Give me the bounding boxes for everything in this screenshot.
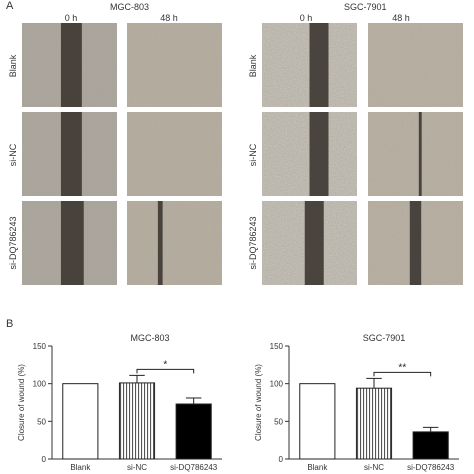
bar bbox=[412, 431, 449, 460]
x-tick-label: Blank bbox=[70, 463, 91, 472]
bar bbox=[299, 383, 336, 460]
x-tick-label: Blank bbox=[307, 463, 328, 472]
row-label-blank: Blank bbox=[8, 54, 18, 78]
micrograph-tile bbox=[262, 201, 357, 285]
micrograph-tile bbox=[127, 23, 222, 107]
chart-title-mgc803: MGC-803 bbox=[130, 333, 170, 343]
y-tick-label: 50 bbox=[274, 417, 283, 426]
micrograph-tile bbox=[262, 23, 357, 107]
x-tick-label: si-NC bbox=[364, 463, 384, 472]
panel-a-cell-line-2: SGC-7901 bbox=[344, 2, 387, 12]
significance-bracket bbox=[136, 368, 195, 374]
row-label-blank: Blank bbox=[248, 54, 258, 78]
micrograph-tile bbox=[127, 112, 222, 196]
panel-a-label: A bbox=[6, 0, 14, 12]
x-tick-label: si-DQ786243 bbox=[407, 463, 455, 472]
wound-gap bbox=[60, 23, 82, 107]
row-label-si-dq786243: si-DQ786243 bbox=[248, 216, 258, 270]
wound-gap bbox=[60, 201, 84, 285]
micrograph-tile bbox=[127, 201, 222, 285]
y-tick-label: 0 bbox=[42, 455, 47, 464]
bar bbox=[118, 382, 156, 460]
bar-chart-mgc803: 0 50 100 150 Closure of wound (%) Blank si-NC s… bbox=[17, 342, 222, 472]
y-axis-label: Closure of wound (%) bbox=[17, 364, 26, 441]
wound-gap bbox=[60, 112, 82, 196]
micrograph-tile bbox=[368, 112, 463, 196]
significance-label: * bbox=[163, 359, 167, 370]
row-label-si-dq786243: si-DQ786243 bbox=[8, 216, 18, 270]
wound-gap bbox=[309, 23, 329, 107]
wound-gap bbox=[157, 201, 163, 285]
timepoint-label: 0 h bbox=[299, 13, 313, 23]
bar bbox=[62, 383, 99, 460]
bar bbox=[355, 387, 393, 460]
panel-a-cell-line-1: MGC-803 bbox=[110, 2, 150, 12]
panel-b-label: B bbox=[6, 318, 14, 330]
x-tick-label: si-DQ786243 bbox=[170, 463, 218, 472]
significance-label: ** bbox=[398, 362, 406, 373]
micrograph-tile bbox=[262, 112, 357, 196]
y-tick-label: 100 bbox=[270, 380, 284, 389]
y-tick-label: 150 bbox=[33, 342, 47, 351]
timepoint-label: 0 h bbox=[64, 13, 78, 23]
micrograph-tile bbox=[368, 23, 463, 107]
y-axis-label: Closure of wound (%) bbox=[254, 364, 263, 441]
wound-gap bbox=[409, 201, 422, 285]
bar-chart-sgc7901: 0 50 100 150 Closure of wound (%) Blank si-NC s… bbox=[254, 342, 459, 472]
micrograph-tile bbox=[22, 201, 117, 285]
y-tick-label: 50 bbox=[37, 417, 46, 426]
y-tick-label: 150 bbox=[270, 342, 284, 351]
row-label-si-nc: si-NC bbox=[248, 143, 258, 167]
y-tick-label: 100 bbox=[33, 380, 47, 389]
timepoint-label: 48 h bbox=[392, 13, 410, 23]
timepoint-label: 48 h bbox=[160, 13, 178, 23]
row-label-si-nc: si-NC bbox=[8, 143, 18, 167]
x-tick-label: si-NC bbox=[127, 463, 147, 472]
micrograph-tile bbox=[22, 112, 117, 196]
bar bbox=[175, 403, 212, 460]
wound-gap bbox=[304, 201, 324, 285]
wound-gap bbox=[418, 112, 422, 196]
micrograph-tile bbox=[22, 23, 117, 107]
y-tick-label: 0 bbox=[279, 455, 284, 464]
significance-bracket bbox=[373, 371, 432, 377]
micrograph-tile bbox=[368, 201, 463, 285]
chart-title-sgc7901: SGC-7901 bbox=[362, 333, 406, 343]
wound-gap bbox=[309, 112, 329, 196]
